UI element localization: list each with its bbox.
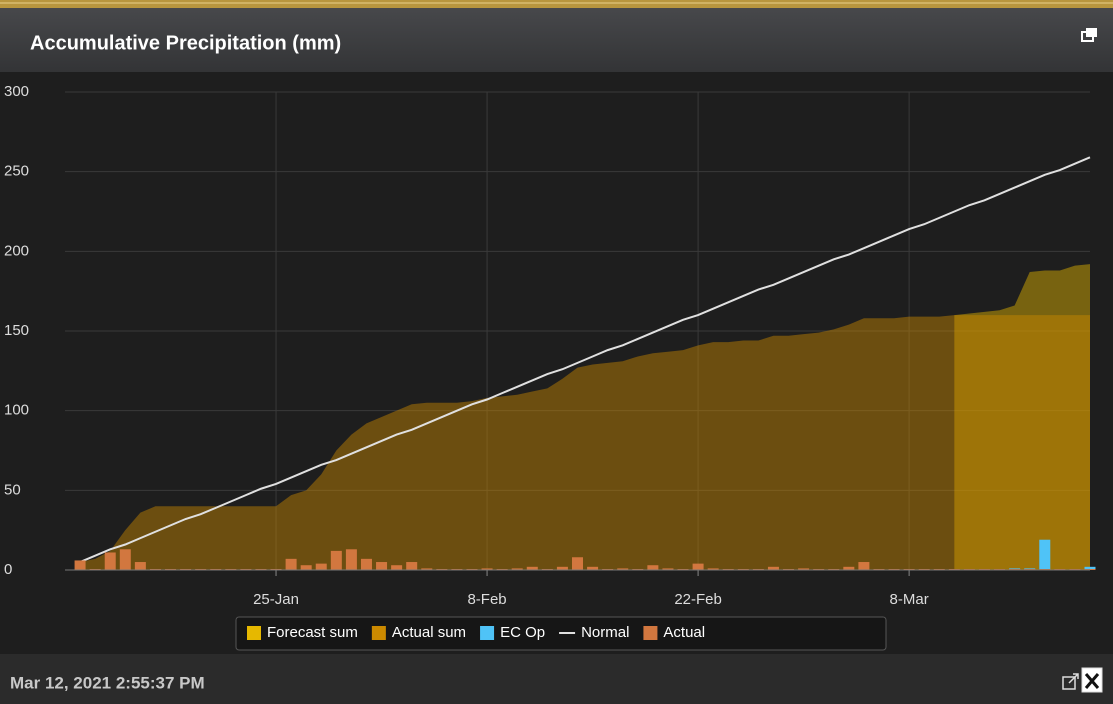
bar [74, 560, 86, 570]
x-tick-label: 8-Feb [467, 591, 506, 608]
legend-label: Actual sum [392, 624, 466, 641]
line [79, 156, 1091, 563]
y-tick-label: 100 [4, 402, 29, 419]
legend-items: Forecast sum Actual sum EC Op Normal Actual [247, 624, 705, 641]
export-icon[interactable] [1062, 673, 1079, 690]
bar [330, 550, 342, 570]
legend-label: Actual [663, 624, 705, 641]
chart-area [0, 72, 1113, 654]
bar [617, 568, 629, 570]
bar [119, 549, 131, 570]
bar [360, 558, 372, 570]
bar [647, 565, 659, 570]
legend-swatch [643, 626, 658, 640]
bar [843, 566, 855, 570]
legend-swatch [247, 626, 261, 640]
timestamp: Mar 12, 2021 2:55:37 PM [10, 673, 205, 692]
x-tick-label: 25-Jan [253, 591, 299, 608]
bar [421, 568, 433, 570]
bar [285, 558, 297, 570]
top-border [0, 0, 1113, 8]
bar [1084, 566, 1096, 570]
x-tick-label: 8-Mar [890, 591, 929, 608]
x-tick-label: 22-Feb [674, 591, 722, 608]
legend-label: Normal [581, 624, 629, 641]
bar [572, 557, 583, 570]
y-tick-label: 0 [4, 561, 12, 578]
bar [767, 566, 779, 570]
y-tick-label: 200 [4, 242, 29, 259]
bar [315, 563, 327, 570]
bar [104, 552, 116, 570]
legend-label: Forecast sum [267, 624, 358, 641]
bar [692, 563, 704, 570]
bar [526, 566, 538, 570]
bar [300, 565, 312, 570]
bar [858, 562, 870, 570]
legend-label: EC Op [500, 624, 545, 641]
bar [587, 566, 599, 570]
y-tick-label: 50 [4, 481, 21, 498]
bar [662, 568, 674, 570]
bar [345, 549, 357, 570]
y-tick-label: 300 [4, 83, 29, 100]
footer [0, 654, 1113, 704]
bar [556, 566, 568, 570]
header [0, 8, 1113, 72]
popout-icon[interactable] [1081, 28, 1097, 42]
bar [481, 568, 493, 570]
bar [376, 562, 388, 570]
excel-icon[interactable] [1081, 667, 1103, 693]
area [80, 315, 1090, 570]
legend-swatch [371, 626, 386, 640]
bar [707, 568, 719, 570]
bar [391, 565, 403, 570]
chart-title: Accumulative Precipitation (mm) [30, 32, 341, 54]
bar [134, 562, 146, 570]
y-tick-label: 250 [4, 163, 29, 180]
y-tick-label: 150 [4, 322, 29, 339]
bar [1039, 539, 1051, 570]
bar [798, 568, 810, 570]
bar [511, 568, 523, 570]
bar [406, 562, 418, 570]
area [954, 264, 1090, 570]
plot: 0 50 100 150 200 250 300 25-Jan 8-Feb 22-Feb 8-Mar [4, 83, 1096, 608]
legend-swatch [480, 626, 495, 640]
